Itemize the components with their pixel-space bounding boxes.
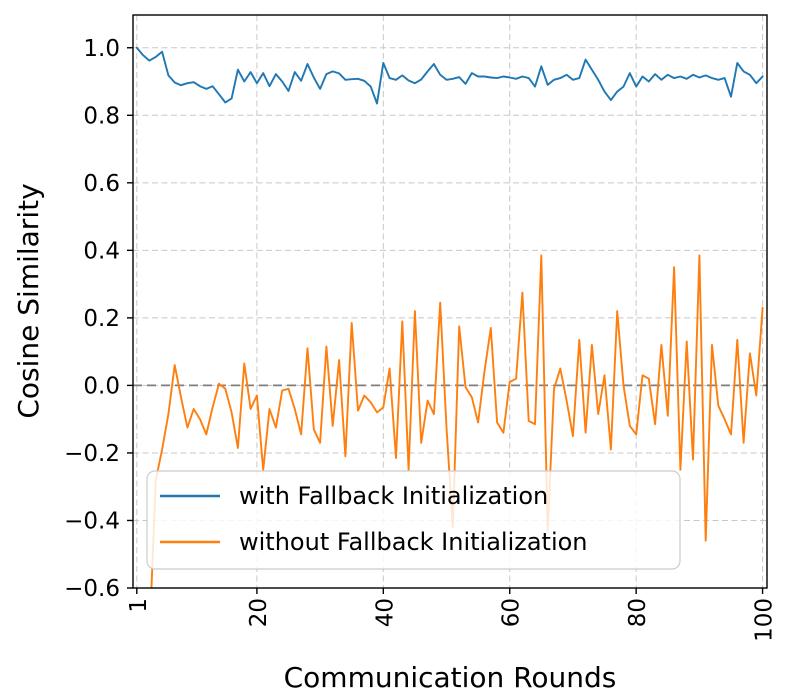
x-tick-label: 60 [499, 598, 525, 627]
x-tick-labels: 1 20 40 60 80 100 [126, 598, 778, 642]
y-tick-label: −0.2 [64, 441, 120, 467]
y-tick-label: 0.8 [83, 103, 120, 129]
legend-box [146, 470, 681, 570]
y-tick-label: −0.4 [64, 508, 120, 534]
legend-label-with-fallback: with Fallback Initialization [239, 482, 548, 510]
y-tick-label: 0.4 [83, 238, 120, 264]
x-tick-label: 20 [246, 598, 272, 627]
y-tick-label: 0.6 [83, 171, 120, 197]
x-tick-label: 1 [126, 598, 152, 613]
y-tick-label: −0.6 [64, 576, 120, 602]
y-tick-label: 0.0 [83, 373, 120, 399]
legend: with Fallback Initialization without Fal… [146, 470, 681, 570]
x-tick-label: 100 [752, 598, 778, 642]
y-tick-label: 0.2 [83, 306, 120, 332]
x-tick-label: 80 [625, 598, 651, 627]
y-tick-labels: 1.0 0.8 0.6 0.4 0.2 0.0 −0.2 −0.4 −0.6 [64, 36, 120, 602]
series-line [135, 46, 764, 105]
legend-label-without-fallback: without Fallback Initialization [239, 528, 588, 556]
y-axis-label: Cosine Similarity [12, 183, 45, 418]
plot-border [132, 14, 768, 589]
x-tick-label: 40 [372, 598, 398, 627]
tick-marks [127, 47, 764, 594]
y-tick-label: 1.0 [83, 36, 120, 62]
x-axis-label: Communication Rounds [284, 661, 617, 694]
